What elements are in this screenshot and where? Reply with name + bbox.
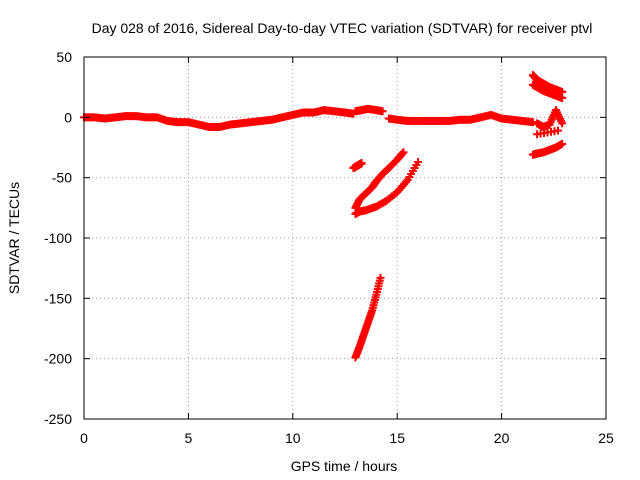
- data-point: [528, 118, 537, 127]
- x-tick-label: 5: [185, 430, 193, 446]
- y-tick-label: -250: [44, 411, 72, 427]
- x-tick-label: 10: [285, 430, 301, 446]
- y-tick-label: -50: [52, 170, 72, 186]
- x-tick-label: 15: [389, 430, 405, 446]
- chart-title: Day 028 of 2016, Sidereal Day-to-day VTE…: [92, 20, 593, 36]
- y-tick-label: 0: [64, 109, 72, 125]
- y-tick-label: -100: [44, 230, 72, 246]
- data-point: [553, 126, 562, 135]
- y-tick-label: -200: [44, 351, 72, 367]
- data-points: [80, 71, 567, 362]
- data-point: [558, 139, 567, 148]
- data-point: [378, 107, 387, 116]
- data-point: [558, 119, 567, 128]
- x-tick-label: 0: [80, 430, 88, 446]
- data-point: [376, 273, 385, 282]
- y-tick-label: -150: [44, 290, 72, 306]
- x-tick-label: 20: [494, 430, 510, 446]
- axis-ticks: 0 5 10 15 20 25 50 0 -50 -100 -150 -200 -250: [44, 49, 614, 446]
- x-tick-label: 25: [598, 430, 614, 446]
- data-point: [398, 149, 407, 158]
- data-point: [414, 157, 423, 166]
- data-point: [399, 148, 408, 157]
- y-tick-label: 50: [56, 49, 72, 65]
- data-point: [357, 159, 366, 168]
- y-axis-label: SDTVAR / TECUs: [6, 182, 22, 294]
- x-axis-label: GPS time / hours: [291, 458, 398, 474]
- data-point: [558, 94, 567, 103]
